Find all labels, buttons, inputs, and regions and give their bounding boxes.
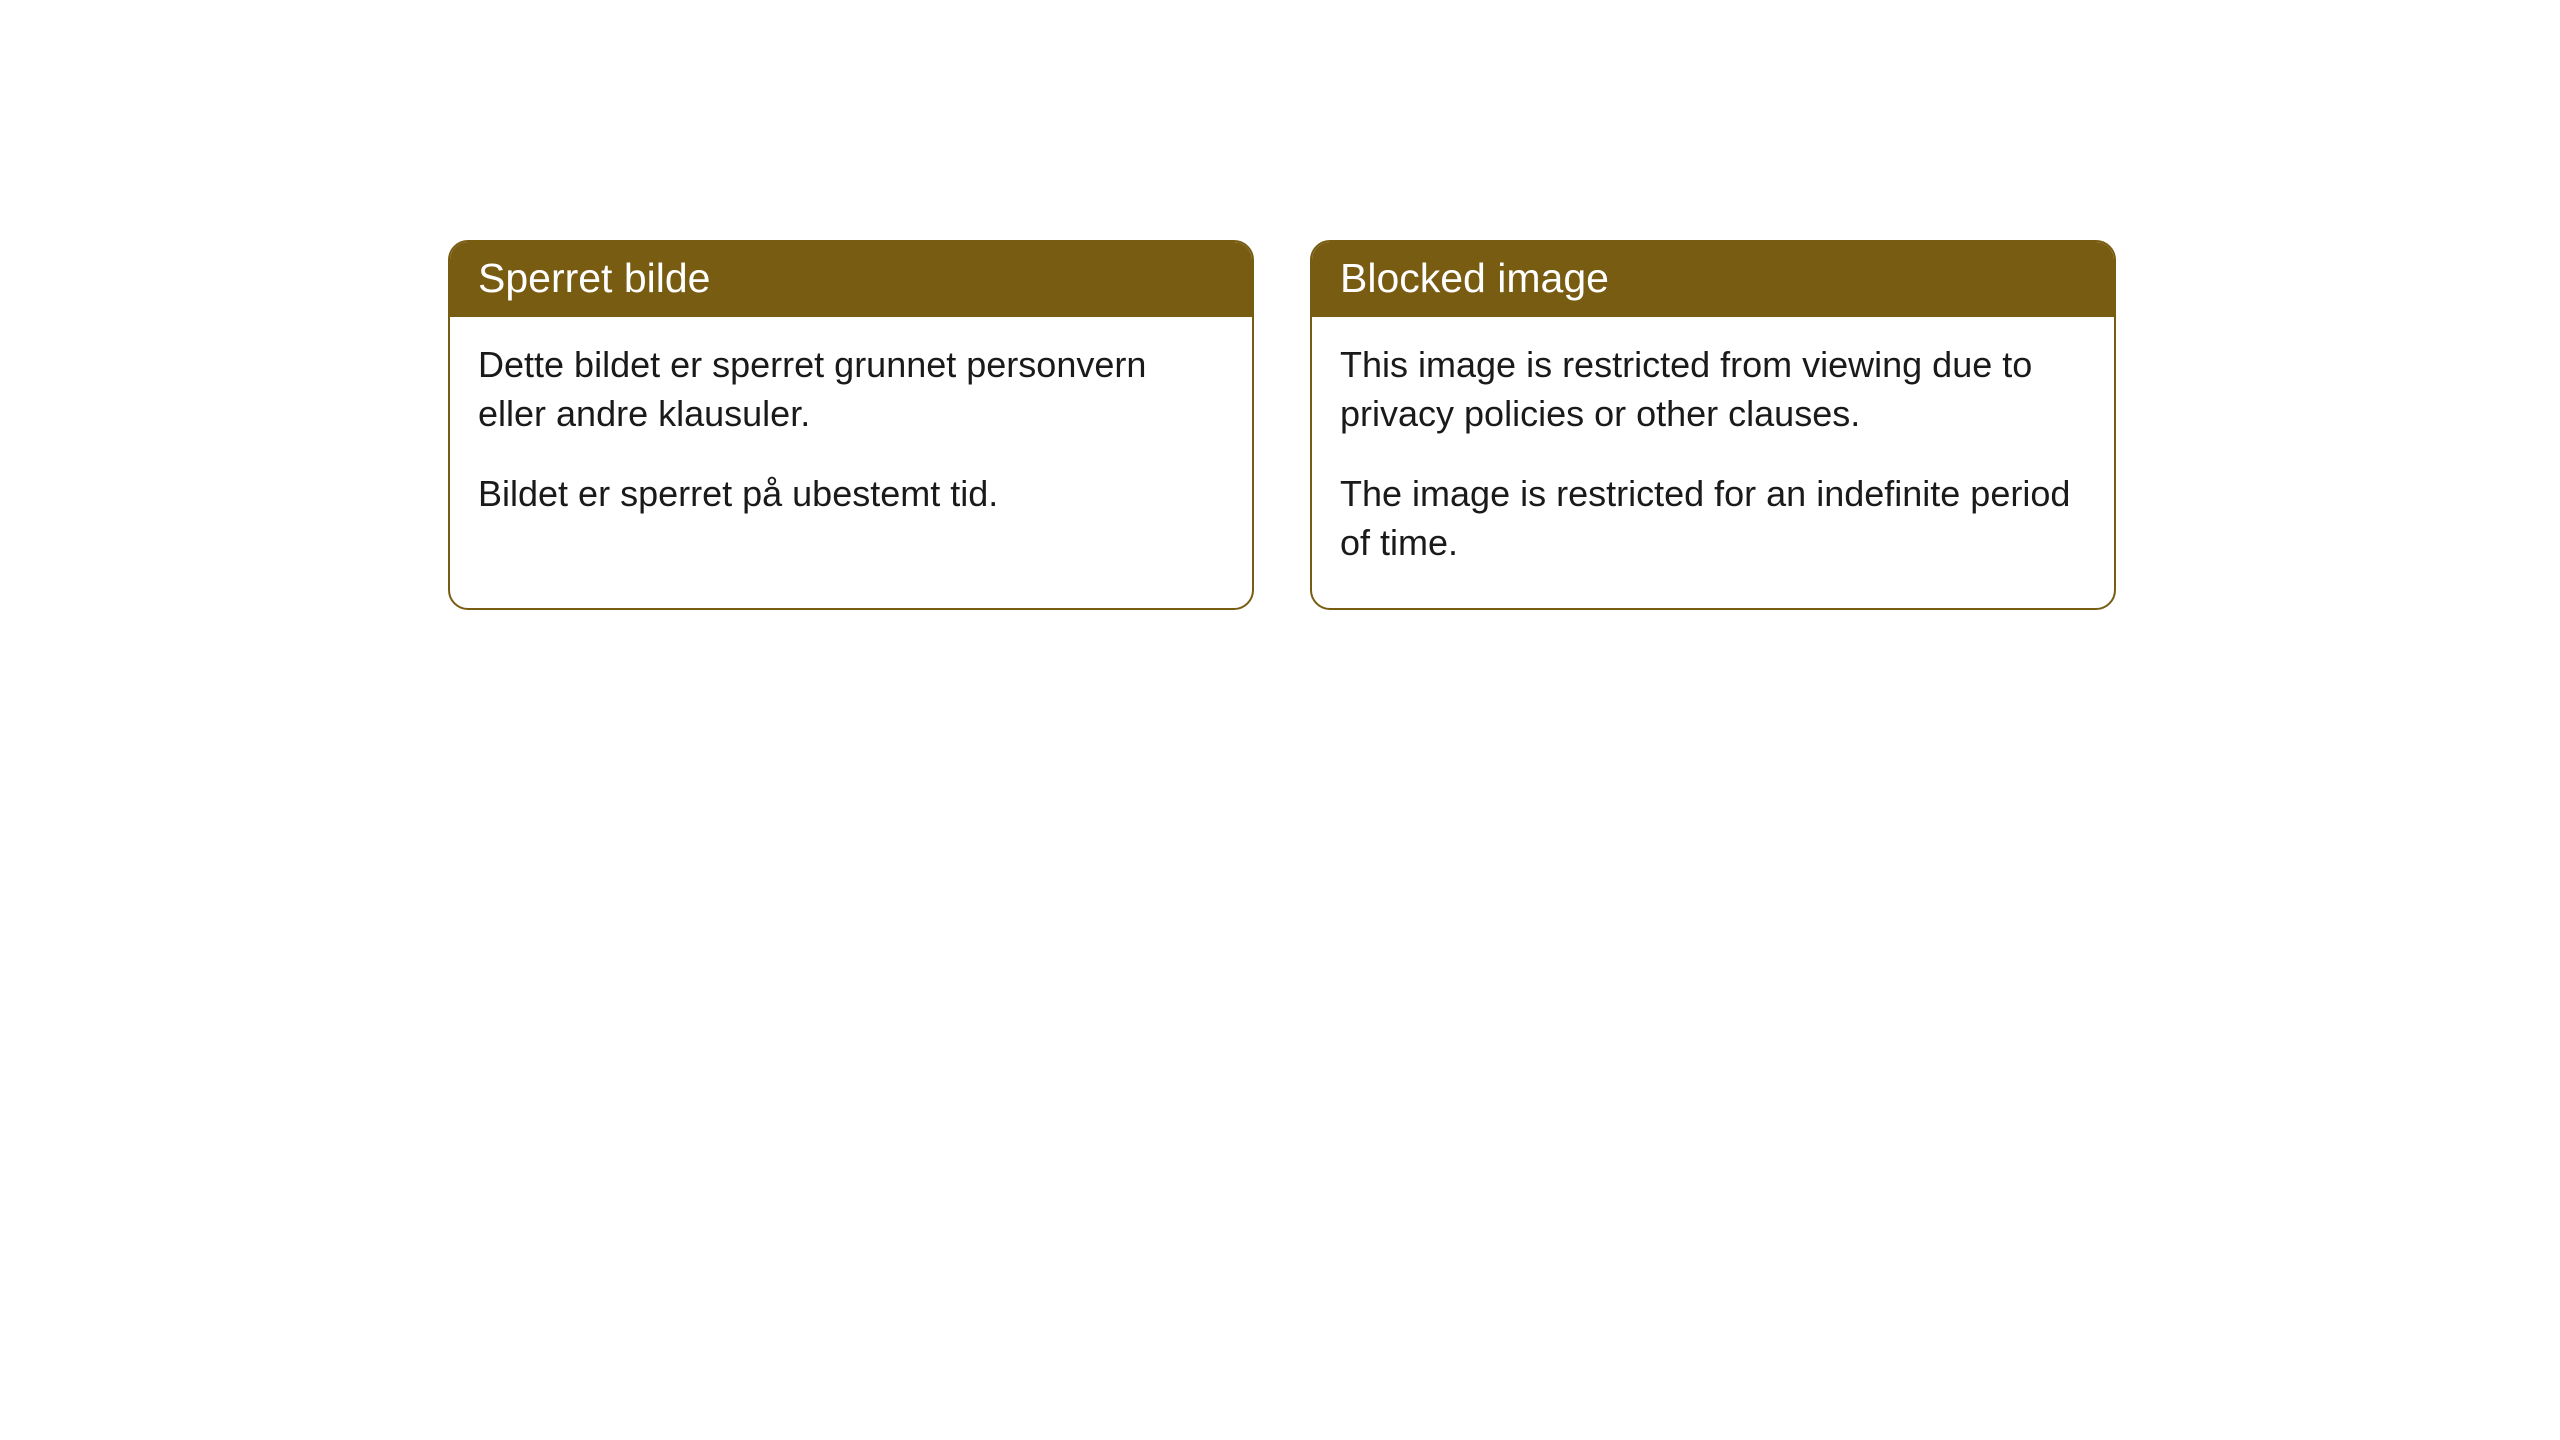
card-text-no-1: Dette bildet er sperret grunnet personve… (478, 341, 1224, 438)
card-body-no: Dette bildet er sperret grunnet personve… (450, 317, 1252, 559)
card-text-en-1: This image is restricted from viewing du… (1340, 341, 2086, 438)
card-header-en: Blocked image (1312, 242, 2114, 317)
card-text-no-2: Bildet er sperret på ubestemt tid. (478, 470, 1224, 519)
notice-container: Sperret bilde Dette bildet er sperret gr… (0, 0, 2560, 610)
notice-card-en: Blocked image This image is restricted f… (1310, 240, 2116, 610)
card-body-en: This image is restricted from viewing du… (1312, 317, 2114, 607)
card-text-en-2: The image is restricted for an indefinit… (1340, 470, 2086, 567)
notice-card-no: Sperret bilde Dette bildet er sperret gr… (448, 240, 1254, 610)
card-header-no: Sperret bilde (450, 242, 1252, 317)
